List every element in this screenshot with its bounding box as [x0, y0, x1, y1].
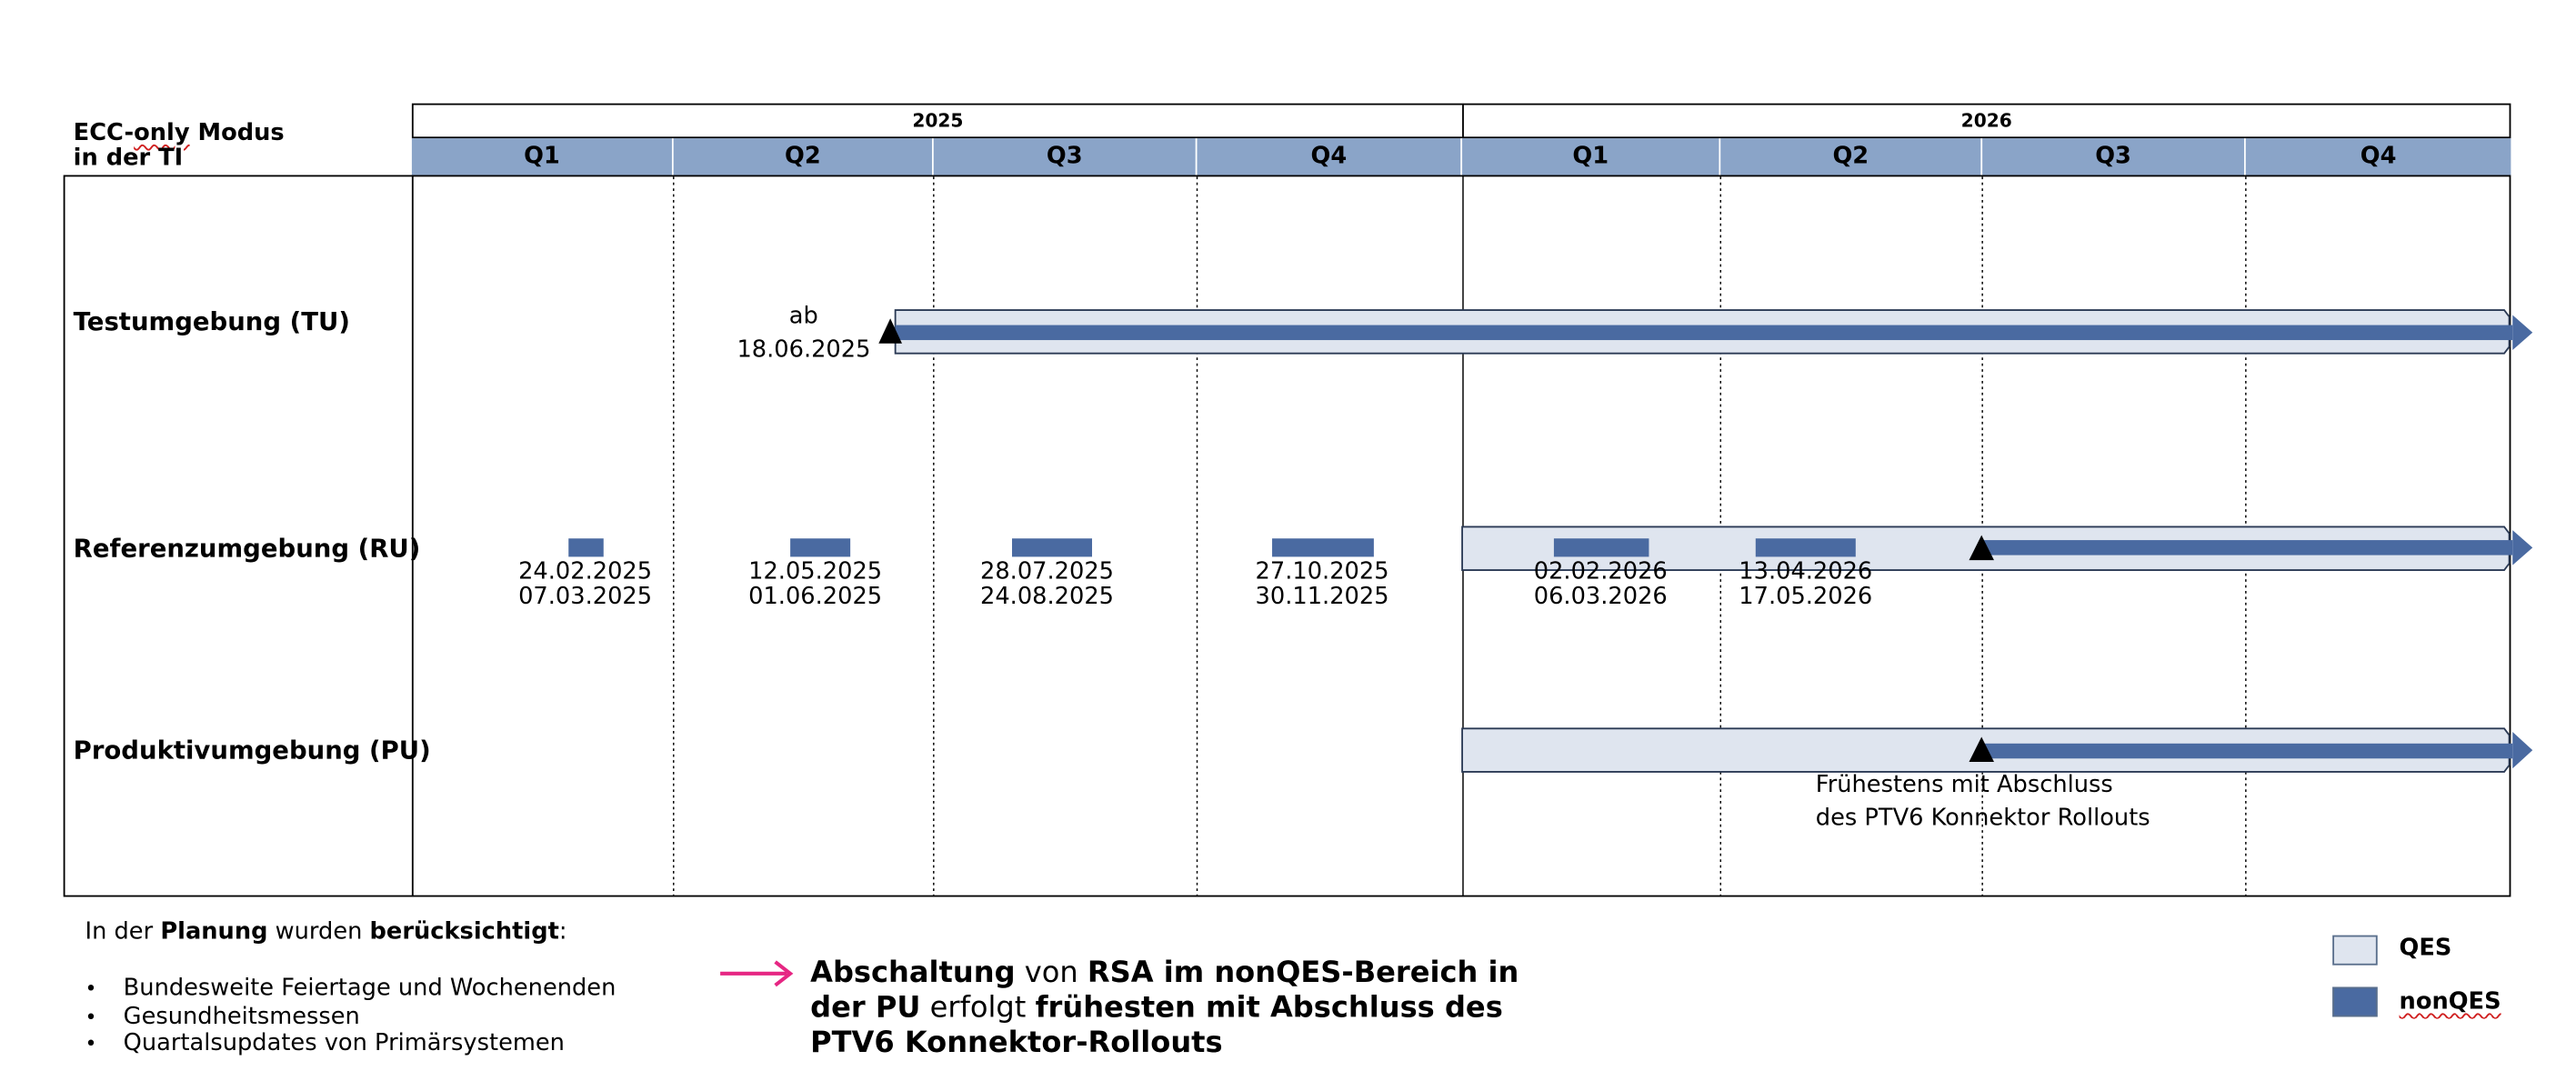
statement-bold: frühesten mit Abschluss des PTV6 Konnekt…	[810, 991, 1503, 1061]
statement-bold: Abschaltung	[810, 956, 1016, 991]
ru-window-start: 24.02.2025	[518, 558, 653, 586]
year-2026: 2026	[1462, 103, 2511, 139]
ru-window-dates: 13.04.2026 17.05.2026	[1739, 558, 1873, 611]
header-title: ECC-only Modus in der TI	[73, 120, 285, 172]
quarter-2025-q3: Q3	[933, 138, 1198, 175]
row-label-tu: Testumgebung (TU)	[73, 306, 350, 337]
statement-bold: RSA im nonQES-Bereich in der PU	[810, 956, 1519, 1026]
pu-nonqes-bar	[1982, 743, 2513, 759]
ru-window-end: 24.08.2025	[979, 583, 1115, 611]
legend-qes-label: QES	[2399, 935, 2452, 962]
ru-nonqes-arrowhead	[2512, 530, 2533, 566]
planning-list-item: Quartalsupdates von Primärsystemen	[75, 1030, 616, 1057]
ru-window-bar	[568, 538, 604, 557]
planning-list-item: Gesundheitsmessen	[75, 1003, 616, 1030]
ru-window-start: 28.07.2025	[979, 558, 1115, 586]
statement-text: von	[1015, 956, 1088, 991]
ru-window-start: 02.02.2026	[1533, 558, 1668, 586]
ru-window-end: 01.06.2025	[748, 583, 883, 611]
legend-nonqes-label: nonQES	[2400, 988, 2501, 1015]
ru-window-dates: 28.07.2025 24.08.2025	[979, 558, 1115, 611]
tu-start-label: ab 18.06.2025	[737, 300, 870, 366]
ru-window-start: 27.10.2025	[1255, 558, 1389, 586]
row-label-pu: Produktivumgebung (PU)	[73, 735, 431, 766]
quarter-2026-q3: Q3	[1982, 138, 2246, 175]
ru-window-end: 06.03.2026	[1533, 583, 1668, 611]
quarter-2026-q1: Q1	[1462, 138, 1721, 175]
tu-nonqes-bar	[895, 325, 2513, 341]
planning-intro: In der Planung wurden berücksichtigt:	[85, 918, 567, 945]
tu-start-label-line2: 18.06.2025	[737, 336, 871, 364]
header-title-line1: ECC-only Modus	[73, 120, 285, 147]
grid-frame	[63, 175, 2511, 897]
quarter-2025-q2: Q2	[673, 138, 934, 175]
planning-intro-bold: berücksichtigt	[369, 918, 559, 946]
planning-intro-bold: Planung	[160, 918, 268, 946]
ru-window-bar	[1272, 538, 1374, 557]
ru-window-dates: 12.05.2025 01.06.2025	[748, 558, 883, 611]
planning-list: Bundesweite Feiertage und Wochenenden Ge…	[75, 976, 616, 1058]
planning-intro-text: In der	[85, 918, 161, 946]
tu-start-label-line1: ab	[788, 303, 818, 331]
ru-window-bar	[790, 538, 851, 557]
pu-note-line2: des PTV6 Konnektor Rollouts	[1815, 805, 2150, 832]
ru-window-dates: 27.10.2025 30.11.2025	[1255, 558, 1389, 611]
tu-nonqes-arrowhead	[2512, 315, 2533, 351]
pu-start-marker	[1969, 736, 1994, 762]
quarter-2025-q4: Q4	[1197, 138, 1463, 175]
year-2025: 2025	[411, 103, 1464, 139]
header-title-word-ecc: ECC-only Modus	[73, 120, 285, 147]
ru-window-dates: 02.02.2026 06.03.2026	[1533, 558, 1668, 611]
planning-intro-text: wurden	[267, 918, 370, 946]
ru-window-start: 12.05.2025	[748, 558, 883, 586]
header-title-underlined-word: only	[134, 120, 190, 147]
rsa-shutdown-statement: Abschaltung von RSA im nonQES-Bereich in…	[810, 956, 1544, 1062]
planning-list-item: Bundesweite Feiertage und Wochenenden	[75, 976, 616, 1003]
header-title-line2: in der TI	[73, 145, 184, 172]
ru-window-dates: 24.02.2025 07.03.2025	[518, 558, 653, 611]
planning-intro-text: :	[558, 918, 567, 946]
legend-nonqes-text: nonQES	[2399, 988, 2501, 1016]
ru-window-bar	[1553, 538, 1649, 557]
statement-arrow-head	[774, 960, 794, 987]
ru-window-bar	[1011, 538, 1093, 557]
ru-start-marker	[1969, 535, 1994, 561]
legend-qes-swatch	[2332, 935, 2378, 966]
legend-nonqes-swatch	[2332, 986, 2378, 1017]
quarter-2025-q1: Q1	[411, 138, 674, 175]
quarter-2026-q4: Q4	[2245, 138, 2511, 175]
pu-note-line1: Frühestens mit Abschluss	[1815, 771, 2113, 799]
ru-window-bar	[1755, 538, 1856, 557]
pu-nonqes-arrowhead	[2512, 731, 2533, 769]
tu-start-marker	[878, 318, 902, 344]
ru-window-end: 17.05.2026	[1739, 583, 1873, 611]
pu-note: Frühestens mit Abschluss des PTV6 Konnek…	[1816, 768, 2150, 835]
statement-text: erfolgt	[920, 991, 1036, 1026]
ru-nonqes-bar	[1982, 540, 2513, 556]
quarter-2026-q2: Q2	[1720, 138, 1983, 175]
ru-window-end: 07.03.2025	[518, 583, 653, 611]
ru-window-start: 13.04.2026	[1739, 558, 1873, 586]
row-label-ru: Referenzumgebung (RU)	[73, 533, 421, 564]
ru-window-end: 30.11.2025	[1255, 583, 1389, 611]
